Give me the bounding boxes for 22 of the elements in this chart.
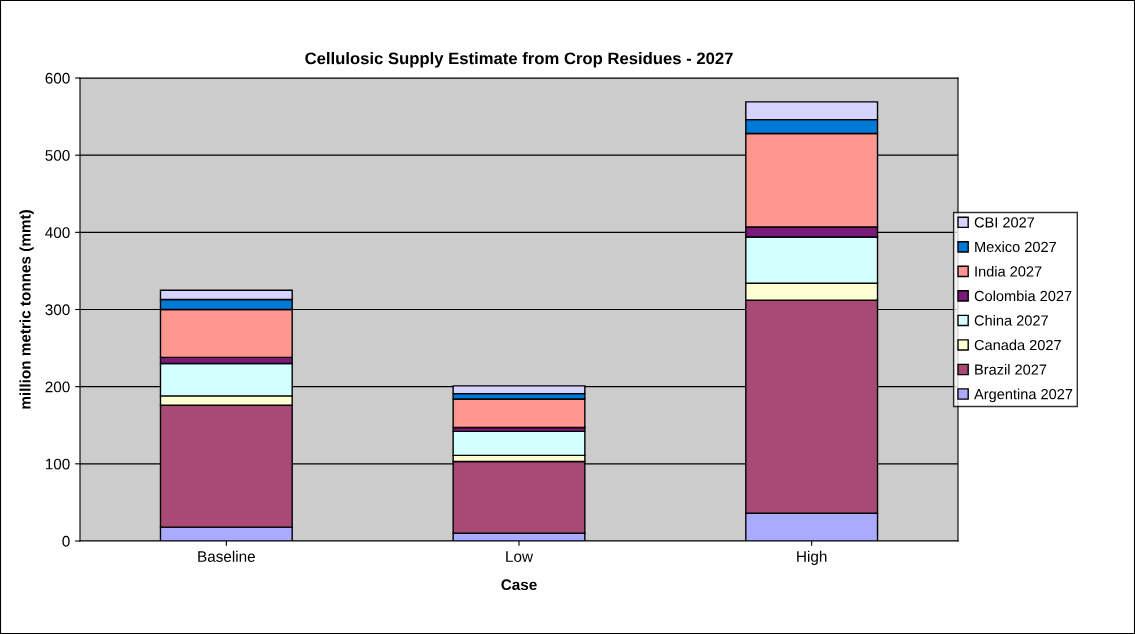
legend-label: Brazil 2027 <box>975 364 1047 375</box>
legend-label: Canada 2027 <box>974 339 1061 351</box>
legend-label: Argentina 2027 <box>974 388 1073 403</box>
y-tick-label: 0 <box>62 535 70 547</box>
legend-label: Mexico 2027 <box>975 241 1056 253</box>
y-tick-label: 600 <box>45 72 70 84</box>
y-tick-label: 100 <box>45 458 70 470</box>
y-axis-title: million metric tonnes (mmt) <box>19 210 34 409</box>
y-tick-label: 300 <box>45 304 70 316</box>
y-tick-label: 200 <box>45 381 70 393</box>
chart-title: Cellulosic Supply Estimate from Crop Residues - 2027 <box>305 52 733 68</box>
x-tick-label: High <box>797 550 827 565</box>
x-tick-label: Low <box>506 551 534 562</box>
legend-label: CBI 2027 <box>974 217 1035 228</box>
legend-label: Colombia 2027 <box>974 290 1072 302</box>
x-axis-title: Case <box>501 579 537 591</box>
bar <box>452 398 586 429</box>
y-tick-label: 400 <box>45 227 70 239</box>
legend-label: China 2027 <box>974 314 1048 326</box>
y-tick-label: 500 <box>45 150 70 161</box>
legend-label: India 2027 <box>975 265 1042 277</box>
x-tick-label: Baseline <box>198 550 255 562</box>
